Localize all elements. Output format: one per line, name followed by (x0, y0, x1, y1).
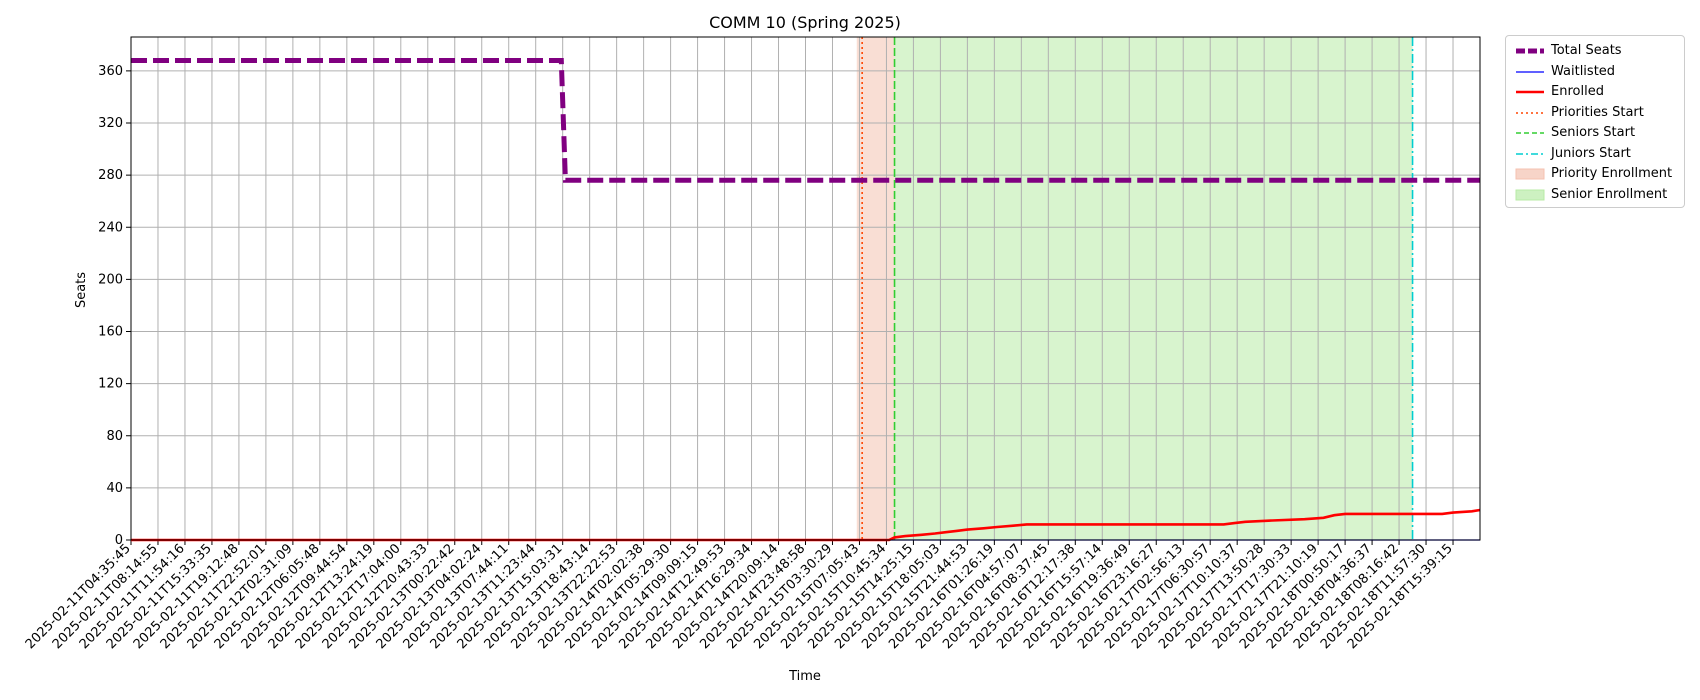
legend-item: Waitlisted (1506, 62, 1684, 82)
legend-swatch (1516, 48, 1544, 54)
legend-swatch (1516, 90, 1544, 94)
y-tick-label: 160 (98, 325, 123, 340)
legend-item: Total Seats (1506, 41, 1684, 61)
chart-title: COMM 10 (Spring 2025) (709, 13, 901, 32)
legend-swatch-patch (1515, 168, 1545, 180)
y-tick-label: 80 (106, 429, 123, 444)
plot-frame (130, 36, 1481, 541)
legend-item: Senior Enrollment (1506, 185, 1684, 205)
legend-item: Enrolled (1506, 82, 1684, 102)
legend-swatch (1516, 111, 1544, 114)
legend-item: Priorities Start (1506, 103, 1684, 123)
legend-label: Priorities Start (1551, 104, 1644, 120)
y-tick-label: 40 (106, 481, 123, 496)
y-tick-label: 280 (98, 168, 123, 183)
chart-legend: Total Seats Waitlisted Enrolled Priorities … (1505, 35, 1685, 208)
series-total-seats (131, 58, 1480, 183)
legend-label: Seniors Start (1551, 125, 1636, 140)
y-tick-label: 360 (98, 64, 123, 79)
legend-swatch (1516, 132, 1544, 134)
region-0 (856, 37, 895, 540)
y-tick-label: 320 (98, 116, 123, 131)
y-tick-label: 120 (98, 377, 123, 392)
y-axis-label: Seats (74, 272, 89, 308)
legend-swatch (1516, 152, 1544, 155)
legend-label: Enrolled (1551, 84, 1604, 99)
legend-label: Total Seats (1551, 43, 1622, 58)
y-tick-label: 200 (98, 272, 123, 287)
legend-swatch (1515, 168, 1545, 180)
legend-label: Senior Enrollment (1551, 186, 1668, 202)
series-enrolled (131, 508, 1481, 542)
legend-swatch (1515, 189, 1545, 200)
y-tick-label: 240 (98, 220, 123, 235)
legend-label: Juniors Start (1551, 145, 1631, 161)
legend-item: Priority Enrollment (1506, 164, 1684, 184)
x-axis-label: Time (788, 669, 821, 684)
legend-item: Seniors Start (1506, 123, 1684, 143)
legend-label: Waitlisted (1551, 63, 1616, 79)
legend-label: Priority Enrollment (1551, 166, 1673, 181)
legend-swatch (1516, 70, 1544, 73)
legend-swatch-patch (1515, 189, 1545, 200)
region-1 (894, 37, 1413, 540)
y-tick-label: 0 (115, 533, 123, 548)
plot-area: 040801201602002402803203602025-02-11T04:… (23, 36, 1481, 652)
legend-item: Juniors Start (1506, 144, 1684, 164)
